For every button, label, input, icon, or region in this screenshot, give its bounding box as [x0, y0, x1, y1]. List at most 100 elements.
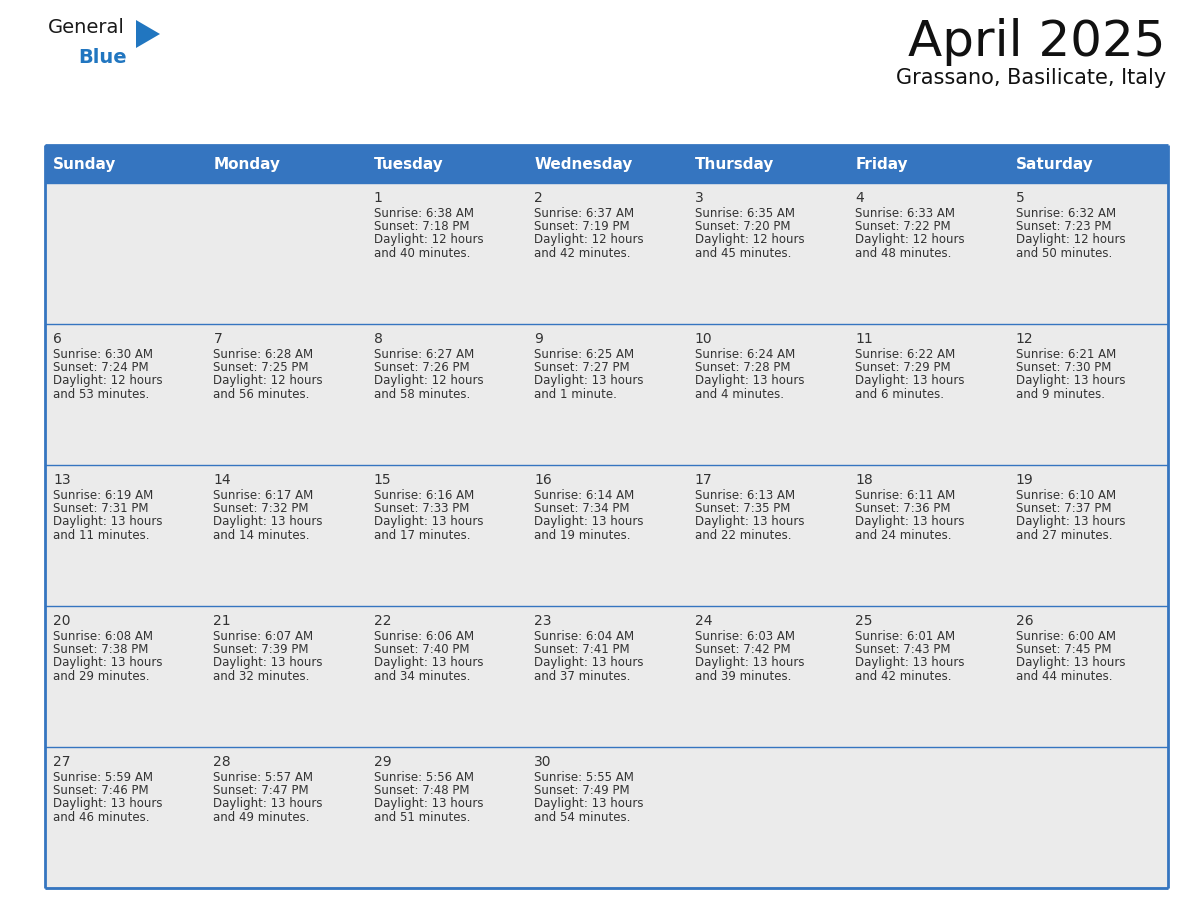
Bar [1007, 465, 1168, 606]
Text: Sunrise: 6:16 AM: Sunrise: 6:16 AM [374, 489, 474, 502]
Text: and 6 minutes.: and 6 minutes. [855, 387, 944, 400]
Text: Saturday: Saturday [1016, 156, 1093, 172]
Text: Sunset: 7:35 PM: Sunset: 7:35 PM [695, 502, 790, 515]
Text: Sunset: 7:47 PM: Sunset: 7:47 PM [214, 784, 309, 797]
Text: Sunset: 7:43 PM: Sunset: 7:43 PM [855, 644, 950, 656]
Text: 6: 6 [53, 332, 62, 346]
Bar [45, 747, 206, 888]
Text: Sunrise: 6:21 AM: Sunrise: 6:21 AM [1016, 348, 1116, 361]
Bar [687, 606, 847, 747]
Text: 13: 13 [53, 473, 70, 487]
Bar [687, 747, 847, 888]
Text: and 42 minutes.: and 42 minutes. [855, 669, 952, 682]
Text: 15: 15 [374, 473, 392, 487]
Text: Sunrise: 5:57 AM: Sunrise: 5:57 AM [214, 771, 314, 784]
Text: and 19 minutes.: and 19 minutes. [535, 529, 631, 542]
Text: Daylight: 13 hours: Daylight: 13 hours [374, 798, 484, 811]
Text: Sunrise: 6:28 AM: Sunrise: 6:28 AM [214, 348, 314, 361]
Bar [526, 465, 687, 606]
Bar [366, 747, 526, 888]
Bar [45, 606, 206, 747]
Text: 4: 4 [855, 191, 864, 205]
Text: Daylight: 13 hours: Daylight: 13 hours [695, 515, 804, 529]
Text: Sunset: 7:28 PM: Sunset: 7:28 PM [695, 361, 790, 375]
Text: Daylight: 13 hours: Daylight: 13 hours [535, 515, 644, 529]
Text: 11: 11 [855, 332, 873, 346]
Text: Sunset: 7:18 PM: Sunset: 7:18 PM [374, 220, 469, 233]
Text: and 45 minutes.: and 45 minutes. [695, 247, 791, 260]
Text: Sunset: 7:41 PM: Sunset: 7:41 PM [535, 644, 630, 656]
Text: Sunrise: 6:38 AM: Sunrise: 6:38 AM [374, 207, 474, 220]
Text: and 53 minutes.: and 53 minutes. [53, 387, 150, 400]
Text: and 39 minutes.: and 39 minutes. [695, 669, 791, 682]
Text: Sunrise: 5:55 AM: Sunrise: 5:55 AM [535, 771, 634, 784]
Text: 3: 3 [695, 191, 703, 205]
Text: Daylight: 13 hours: Daylight: 13 hours [53, 515, 163, 529]
Text: Sunset: 7:34 PM: Sunset: 7:34 PM [535, 502, 630, 515]
Text: Sunrise: 6:08 AM: Sunrise: 6:08 AM [53, 630, 153, 643]
Text: and 27 minutes.: and 27 minutes. [1016, 529, 1112, 542]
Bar [847, 465, 1007, 606]
Text: Sunset: 7:32 PM: Sunset: 7:32 PM [214, 502, 309, 515]
Text: April 2025: April 2025 [909, 18, 1165, 66]
Text: Sunset: 7:31 PM: Sunset: 7:31 PM [53, 502, 148, 515]
Text: Sunset: 7:23 PM: Sunset: 7:23 PM [1016, 220, 1111, 233]
Text: Daylight: 13 hours: Daylight: 13 hours [855, 656, 965, 669]
Text: Sunrise: 6:24 AM: Sunrise: 6:24 AM [695, 348, 795, 361]
Text: Sunset: 7:29 PM: Sunset: 7:29 PM [855, 361, 950, 375]
Bar [366, 606, 526, 747]
Text: Grassano, Basilicate, Italy: Grassano, Basilicate, Italy [896, 68, 1165, 88]
Text: and 37 minutes.: and 37 minutes. [535, 669, 631, 682]
Text: Sunset: 7:48 PM: Sunset: 7:48 PM [374, 784, 469, 797]
Text: Sunset: 7:39 PM: Sunset: 7:39 PM [214, 644, 309, 656]
Text: Sunset: 7:26 PM: Sunset: 7:26 PM [374, 361, 469, 375]
Text: 14: 14 [214, 473, 230, 487]
Bar [847, 183, 1007, 324]
Bar [687, 324, 847, 465]
Text: Sunset: 7:42 PM: Sunset: 7:42 PM [695, 644, 790, 656]
Text: Tuesday: Tuesday [374, 156, 443, 172]
Text: Daylight: 13 hours: Daylight: 13 hours [695, 656, 804, 669]
Text: and 17 minutes.: and 17 minutes. [374, 529, 470, 542]
Text: Sunrise: 6:04 AM: Sunrise: 6:04 AM [535, 630, 634, 643]
Text: 23: 23 [535, 614, 551, 628]
Text: Sunset: 7:46 PM: Sunset: 7:46 PM [53, 784, 148, 797]
Text: and 1 minute.: and 1 minute. [535, 387, 617, 400]
Text: Sunset: 7:36 PM: Sunset: 7:36 PM [855, 502, 950, 515]
Text: Sunrise: 6:17 AM: Sunrise: 6:17 AM [214, 489, 314, 502]
Text: Daylight: 13 hours: Daylight: 13 hours [535, 656, 644, 669]
Text: Thursday: Thursday [695, 156, 775, 172]
Bar [206, 324, 366, 465]
Text: Sunset: 7:30 PM: Sunset: 7:30 PM [1016, 361, 1111, 375]
Text: Sunset: 7:20 PM: Sunset: 7:20 PM [695, 220, 790, 233]
Text: 26: 26 [1016, 614, 1034, 628]
Bar [526, 606, 687, 747]
Text: 10: 10 [695, 332, 713, 346]
Text: and 50 minutes.: and 50 minutes. [1016, 247, 1112, 260]
Text: Sunset: 7:37 PM: Sunset: 7:37 PM [1016, 502, 1111, 515]
Text: Friday: Friday [855, 156, 908, 172]
Text: and 14 minutes.: and 14 minutes. [214, 529, 310, 542]
Bar [1007, 183, 1168, 324]
Text: Sunset: 7:38 PM: Sunset: 7:38 PM [53, 644, 148, 656]
Text: Sunset: 7:33 PM: Sunset: 7:33 PM [374, 502, 469, 515]
Text: Sunset: 7:25 PM: Sunset: 7:25 PM [214, 361, 309, 375]
Text: 17: 17 [695, 473, 713, 487]
Text: and 44 minutes.: and 44 minutes. [1016, 669, 1112, 682]
Text: and 40 minutes.: and 40 minutes. [374, 247, 470, 260]
Text: Sunrise: 6:03 AM: Sunrise: 6:03 AM [695, 630, 795, 643]
Bar [526, 324, 687, 465]
Text: and 24 minutes.: and 24 minutes. [855, 529, 952, 542]
Text: Sunrise: 6:35 AM: Sunrise: 6:35 AM [695, 207, 795, 220]
Text: Daylight: 12 hours: Daylight: 12 hours [535, 233, 644, 246]
Bar [206, 465, 366, 606]
Text: 8: 8 [374, 332, 383, 346]
Text: Daylight: 12 hours: Daylight: 12 hours [214, 375, 323, 387]
Text: 19: 19 [1016, 473, 1034, 487]
Text: Sunrise: 6:07 AM: Sunrise: 6:07 AM [214, 630, 314, 643]
Text: Daylight: 12 hours: Daylight: 12 hours [374, 233, 484, 246]
Text: Daylight: 13 hours: Daylight: 13 hours [53, 656, 163, 669]
Bar [366, 324, 526, 465]
Text: Sunrise: 6:06 AM: Sunrise: 6:06 AM [374, 630, 474, 643]
Text: 7: 7 [214, 332, 222, 346]
